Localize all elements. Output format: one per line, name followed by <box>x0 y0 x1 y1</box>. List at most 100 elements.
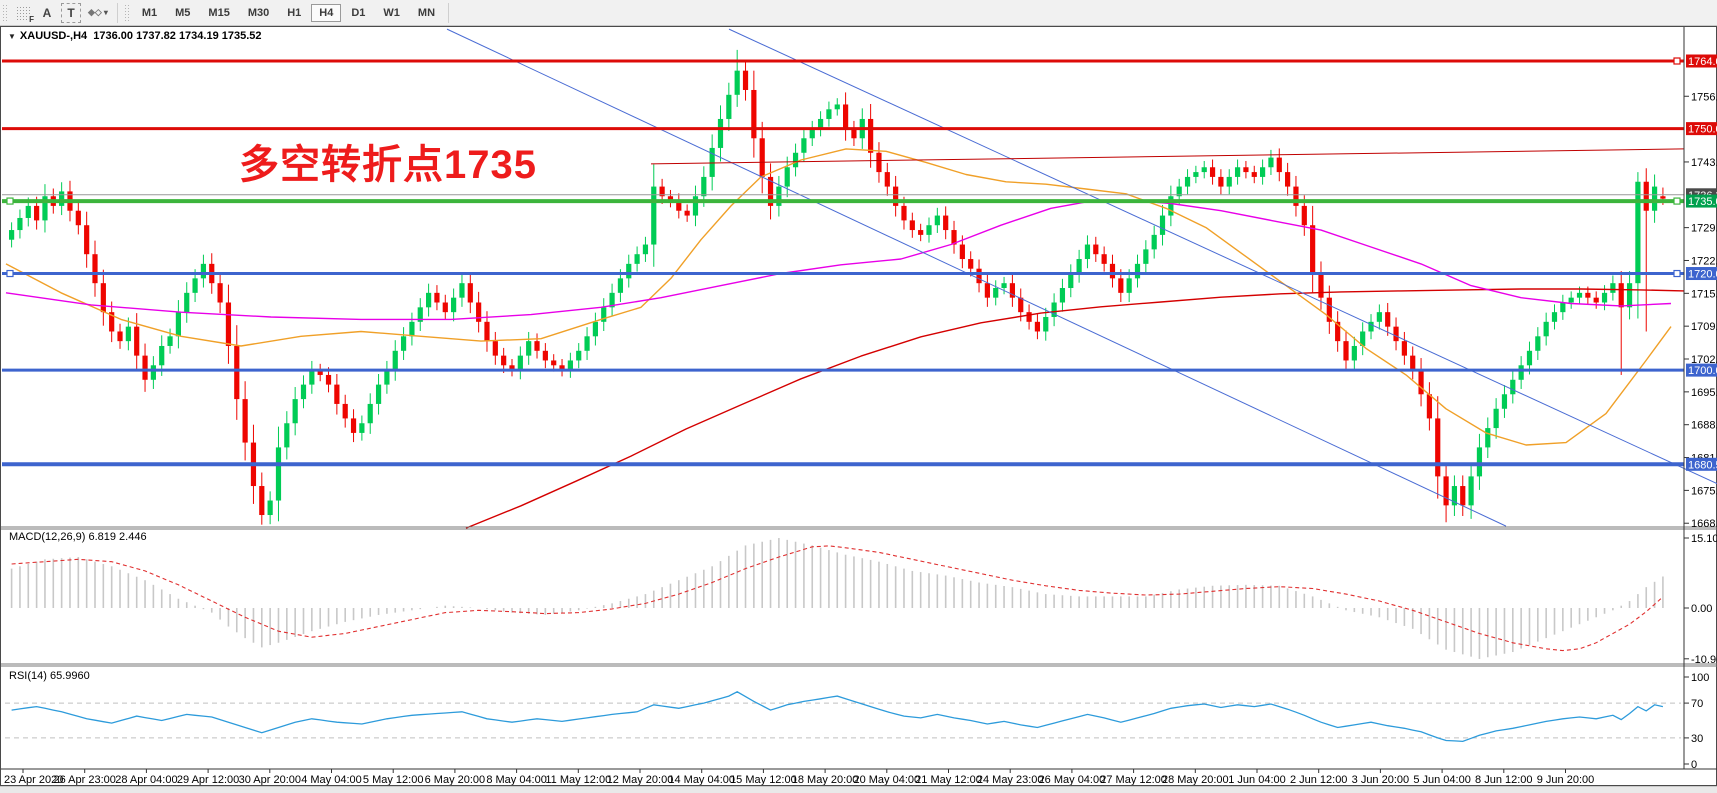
toolbar-drag-handle[interactable] <box>2 3 8 22</box>
macd-tick-label: 0.00 <box>1691 603 1712 615</box>
rsi-indicator-label: RSI(14) 65.9960 <box>8 670 91 682</box>
chart-annotation-text: 多空转折点1735 <box>239 143 537 187</box>
timeframe-button-w1[interactable]: W1 <box>383 6 400 19</box>
x-axis-label: 24 May 23:00 <box>977 774 1044 785</box>
timeframe-button-mn[interactable]: MN <box>417 6 436 19</box>
chart-canvas[interactable]: 1756.70 1743.10 1729.50 1722.70 1715.90 1709.… <box>1 27 1717 785</box>
high-value: 1737.82 <box>136 30 176 42</box>
price-tick-label: 1688.70 <box>1691 420 1717 432</box>
x-axis-label: 29 Apr 12:00 <box>177 774 239 785</box>
close-value: 1735.52 <box>221 30 262 42</box>
line-handle[interactable] <box>6 269 14 278</box>
shapes-tool-icon[interactable]: ◆◇ ▾ <box>88 7 108 17</box>
toolbar-separator-2 <box>448 2 450 23</box>
price-badge-1764.0 <box>1686 54 1717 68</box>
rsi-tick-label: 30 <box>1691 733 1703 745</box>
x-axis-label: 8 Jun 12:00 <box>1475 774 1533 785</box>
price-tick-label: 1695.50 <box>1691 387 1717 399</box>
open-value: 1736.00 <box>93 30 134 42</box>
x-axis-label: 6 May 20:00 <box>425 774 486 785</box>
macd-indicator-label: MACD(12,26,9) 6.819 2.446 <box>8 531 148 543</box>
price-badge-1735.0 <box>1686 194 1717 208</box>
x-axis-label: 21 May 12:00 <box>915 774 982 785</box>
symbol-timeframe-label: XAUUSD-,H4 <box>19 30 88 42</box>
rsi-tick-label: 70 <box>1691 698 1703 710</box>
line-handle[interactable] <box>1673 269 1681 278</box>
toolbar-separator <box>116 2 118 23</box>
timeframe-button-m30[interactable]: M30 <box>247 6 270 19</box>
price-badge-label: 1750.0 <box>1688 124 1717 136</box>
trendline[interactable] <box>728 28 1717 485</box>
window-bottom-strip <box>0 786 1717 793</box>
rsi-tick-label: 100 <box>1691 672 1709 684</box>
rsi-tick-label: 0 <box>1691 759 1697 771</box>
rsi-panel <box>5 691 1681 743</box>
shapes-dropdown-caret[interactable]: ▾ <box>103 8 108 17</box>
templates-grid-icon[interactable]: F <box>13 3 34 24</box>
trendline[interactable] <box>446 28 1507 527</box>
chart-ohlc-header: ▼ XAUUSD-,H4 1736.00 1737.82 1734.19 1735… <box>6 30 264 42</box>
x-axis-label: 3 Jun 20:00 <box>1352 774 1410 785</box>
x-axis-label: 5 May 12:00 <box>363 774 424 785</box>
x-axis-label: 2 Jun 12:00 <box>1290 774 1348 785</box>
x-axis-label: 8 May 04:00 <box>486 774 547 785</box>
price-badge-1680.5 <box>1686 457 1717 471</box>
timeframe-button-group: M1 M5 M15 M30 H1 H4 D1 W1 MN <box>133 3 444 22</box>
candles <box>9 49 1666 525</box>
timeframe-button-m15[interactable]: M15 <box>208 6 230 19</box>
price-axis: 1756.70 1743.10 1729.50 1722.70 1715.90 1709.… <box>1684 54 1717 771</box>
line-handle[interactable] <box>1673 57 1681 65</box>
price-badge-label: 1720.0 <box>1688 269 1717 281</box>
price-badge-label: 1700.0 <box>1688 365 1717 377</box>
x-axis-label: 30 Apr 20:00 <box>239 774 301 785</box>
price-tick-label: 1675.10 <box>1691 485 1717 497</box>
price-tick-label: 1668.30 <box>1691 518 1717 530</box>
macd-panel <box>10 538 1664 659</box>
chart-window[interactable]: ▼ XAUUSD-,H4 1736.00 1737.82 1734.19 1735… <box>0 26 1717 786</box>
timeframe-button-m1[interactable]: M1 <box>141 6 158 19</box>
x-axis-label: 18 May 20:00 <box>792 774 859 785</box>
price-badge-label: 1680.5 <box>1688 459 1717 471</box>
price-badge-label: 1764.0 <box>1688 56 1717 68</box>
low-value: 1734.19 <box>178 30 219 42</box>
price-badge-1720.0 <box>1686 267 1717 281</box>
timeframe-button-h4[interactable]: H4 <box>311 3 342 22</box>
x-axis-label: 12 May 20:00 <box>607 774 674 785</box>
timeframe-button-d1[interactable]: D1 <box>351 6 366 19</box>
x-axis-label: 4 May 04:00 <box>301 774 362 785</box>
x-axis-label: 9 Jun 20:00 <box>1537 774 1595 785</box>
x-axis-label: 28 May 20:00 <box>1162 774 1229 785</box>
text-label-icon[interactable]: A <box>42 5 52 20</box>
x-axis-label: 14 May 04:00 <box>668 774 735 785</box>
x-axis-label: 1 Jun 04:00 <box>1228 774 1286 785</box>
price-tick-label: 1756.70 <box>1691 91 1717 103</box>
top-toolbar: F A T ◆◇ ▾ M1 M5 M15 M30 H1 H4 D1 W1 MN <box>0 0 1717 26</box>
price-tick-label: 1715.90 <box>1691 288 1717 300</box>
price-badge-1750.0 <box>1686 122 1717 136</box>
price-tick-label: 1702.30 <box>1691 354 1717 366</box>
text-box-icon[interactable]: T <box>61 2 81 23</box>
x-axis-label: 26 Apr 23:00 <box>54 774 116 785</box>
price-tick-label: 1709.10 <box>1691 321 1717 333</box>
timeframe-group-handle[interactable] <box>123 3 130 22</box>
x-axis-label: 28 Apr 04:00 <box>115 774 177 785</box>
price-tick-label: 1743.10 <box>1691 157 1717 169</box>
macd-tick-label: 15.105 <box>1691 533 1717 545</box>
line-handle[interactable] <box>6 197 14 205</box>
price-badge-label: 1735.0 <box>1688 196 1717 208</box>
timeframe-button-h1[interactable]: H1 <box>287 6 302 19</box>
x-axis-label: 20 May 04:00 <box>853 774 920 785</box>
macd-tick-label: -10.963 <box>1691 654 1717 666</box>
x-axis-label: 27 May 12:00 <box>1100 774 1167 785</box>
symbol-dropdown-icon[interactable]: ▼ <box>8 32 16 41</box>
x-axis-label: 15 May 12:00 <box>730 774 797 785</box>
timeframe-button-m5[interactable]: M5 <box>175 6 191 19</box>
x-axis-label: 23 Apr 2020 <box>4 774 63 785</box>
price-tick-label: 1722.70 <box>1691 255 1717 267</box>
line-handle[interactable] <box>1673 197 1681 205</box>
price-badge-1700.0 <box>1686 363 1717 377</box>
trendline[interactable] <box>650 148 1685 165</box>
price-tick-label: 1729.50 <box>1691 223 1717 235</box>
x-axis-label: 26 May 04:00 <box>1039 774 1106 785</box>
